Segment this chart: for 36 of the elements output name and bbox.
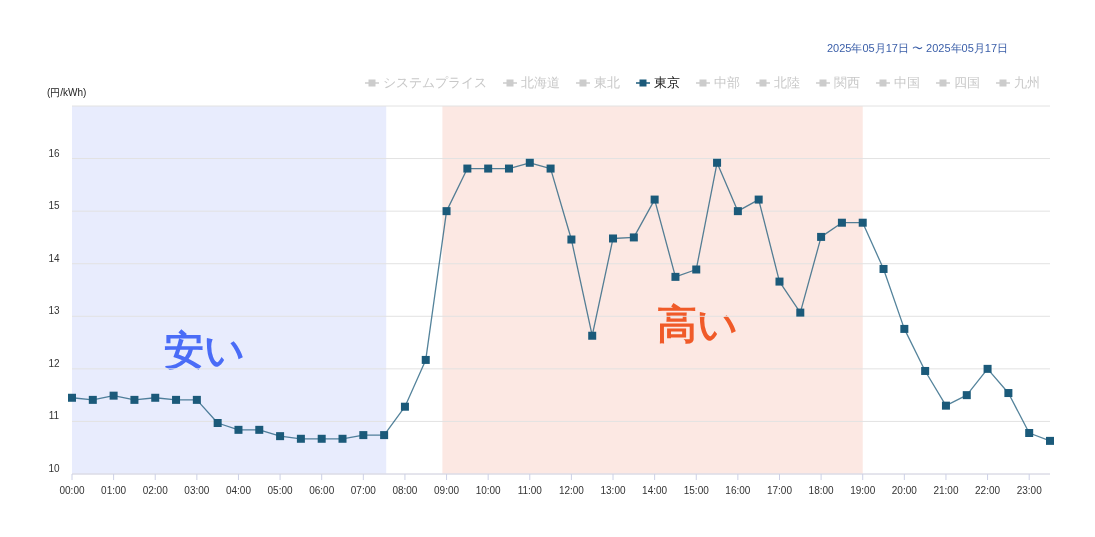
x-tick-label: 00:00 <box>59 485 85 496</box>
x-tick-label: 04:00 <box>225 485 252 496</box>
x-tick-label: 06:00 <box>309 485 335 496</box>
y-tick-label: 12 <box>48 357 60 369</box>
x-tick-label: 07:00 <box>350 485 377 496</box>
x-tick-label: 09:00 <box>434 485 460 496</box>
x-tick-label: 16:00 <box>725 485 751 496</box>
y-tick-label: 13 <box>48 305 60 317</box>
x-tick-label: 21:00 <box>933 485 959 496</box>
x-tick-label: 14:00 <box>642 485 668 496</box>
x-tick-label: 10:00 <box>475 485 502 496</box>
x-tick-label: 13:00 <box>600 485 626 496</box>
x-tick-label: 12:00 <box>558 485 585 496</box>
band-label: 安い <box>163 327 245 372</box>
x-tick-label: 11:00 <box>517 485 543 496</box>
x-tick-label: 20:00 <box>891 485 918 496</box>
x-tick-label: 19:00 <box>850 485 876 496</box>
y-axis-title: (円/kWh) <box>47 87 87 98</box>
x-tick-label: 15:00 <box>683 485 710 496</box>
x-tick-label: 08:00 <box>392 485 418 496</box>
x-tick-label: 05:00 <box>267 485 294 496</box>
x-tick-label: 03:00 <box>184 485 210 496</box>
x-tick-label: 18:00 <box>808 485 835 496</box>
x-tick-label: 23:00 <box>1016 485 1043 496</box>
x-tick-label: 17:00 <box>766 485 793 496</box>
chart-subtitle: 2025年05月17日 〜 2025年05月17日 <box>827 42 1008 54</box>
band-label: 高い <box>657 301 739 346</box>
legend-label: 東京 <box>654 76 680 90</box>
y-tick-label: 15 <box>48 200 60 212</box>
y-tick-label: 16 <box>48 147 60 159</box>
y-tick-label: 14 <box>48 252 60 264</box>
x-tick-label: 02:00 <box>142 485 169 496</box>
y-tick-label: 11 <box>48 410 60 422</box>
y-tick-label: 10 <box>48 463 60 474</box>
x-tick-label: 01:00 <box>101 485 127 496</box>
x-tick-label: 22:00 <box>975 485 1001 496</box>
